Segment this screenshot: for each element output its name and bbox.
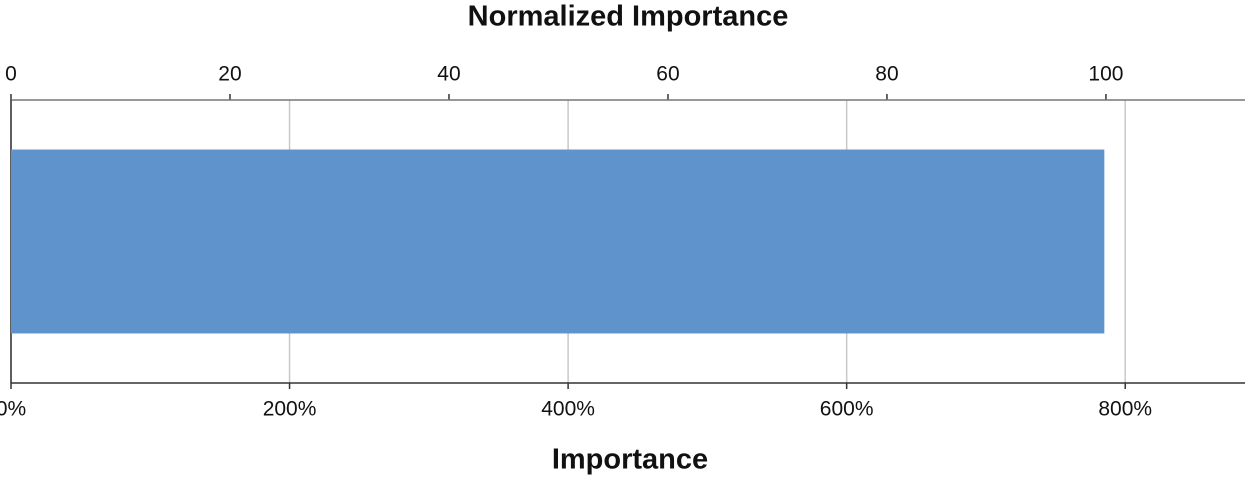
x-tick-label: 0% [0,398,26,421]
x2-tick-label: 20 [218,63,241,86]
x-tick-label: 800% [1098,398,1152,421]
x2-tick-label: 100 [1088,63,1123,86]
bottom-axis-title: Importance [552,444,708,476]
x2-tick-label: 40 [437,63,460,86]
x2-tick-label: 60 [656,63,679,86]
top-axis-title: Normalized Importance [468,1,789,33]
x-tick-label: 400% [541,398,595,421]
x-tick-label: 600% [820,398,874,421]
bar [11,149,1105,334]
x2-tick-label: 80 [875,63,898,86]
x-tick-label: 200% [263,398,317,421]
x2-tick-label: 0 [5,63,17,86]
